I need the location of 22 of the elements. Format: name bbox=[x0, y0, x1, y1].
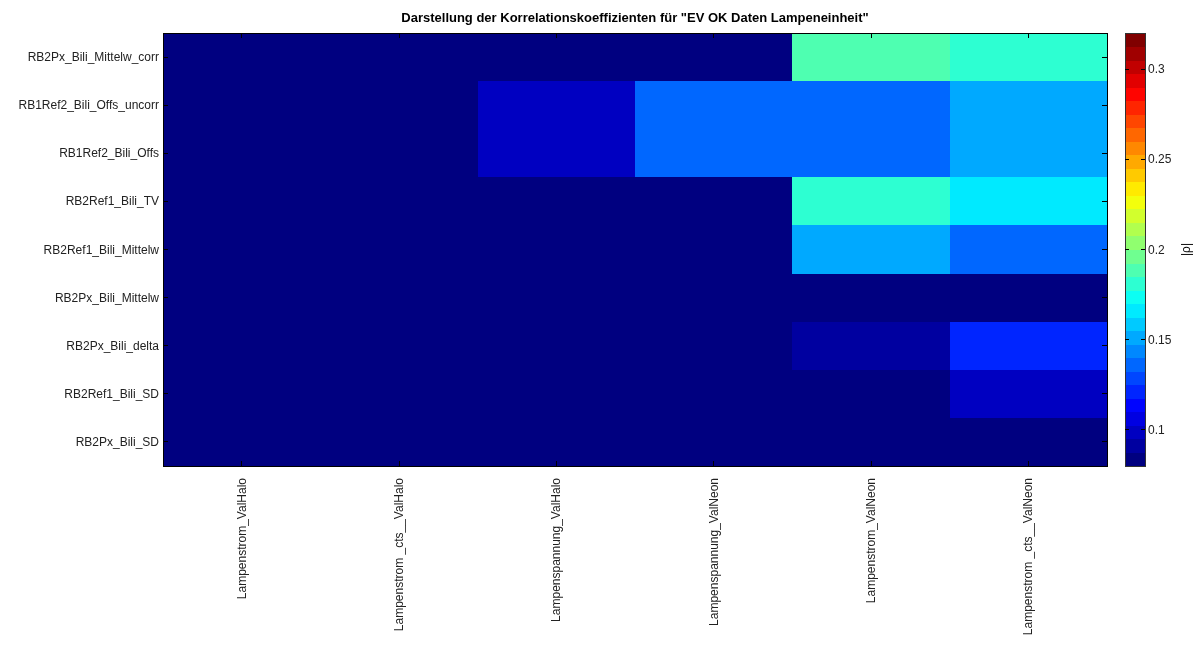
color-bar-title: |ρ| bbox=[1179, 242, 1193, 257]
color-bar-label: 0.3 bbox=[1148, 62, 1166, 77]
y-tick-label: RB1Ref2_Bili_Offs bbox=[59, 146, 159, 161]
x-tick-label: Lampenstrom _cts__ValHalo bbox=[392, 477, 406, 632]
y-tick-label: RB2Ref1_Bili_Mittelw bbox=[43, 242, 160, 257]
y-tick-label: RB2Ref1_Bili_TV bbox=[65, 194, 159, 209]
color-bar-label: 0.1 bbox=[1148, 422, 1166, 437]
y-tick-label: RB2Px_Bili_Mittelw_corr bbox=[27, 50, 159, 65]
color-bar-label: 0.15 bbox=[1148, 332, 1172, 347]
color-bar-label: 0.2 bbox=[1148, 242, 1166, 257]
x-tick-label: Lampenstrom_ValHalo bbox=[234, 477, 249, 600]
x-tick-label: Lampenstrom _cts__ValNeon bbox=[1021, 478, 1036, 636]
y-tick-label: RB2Px_Bili_SD bbox=[75, 434, 160, 449]
x-tick-label: Lampenstrom_ValNeon bbox=[864, 478, 878, 604]
chart-title: Darstellung der Korrelationskoeffizienten für "EV OK Daten Lampeneinheit" bbox=[401, 10, 869, 25]
y-tick-label: RB2Px_Bili_delta bbox=[66, 338, 160, 353]
y-tick-label: RB2Px_Bili_Mittelw bbox=[54, 290, 160, 305]
x-tick-label: Lampenspannung_ValHalo bbox=[549, 477, 564, 622]
color-bar-label: 0.25 bbox=[1148, 152, 1172, 167]
x-tick-label: Lampenspannung_ValNeon bbox=[706, 478, 721, 626]
y-tick-label: RB2Ref1_Bili_SD bbox=[64, 386, 160, 401]
y-tick-label: RB1Ref2_Bili_Offs_uncorr bbox=[18, 98, 159, 113]
